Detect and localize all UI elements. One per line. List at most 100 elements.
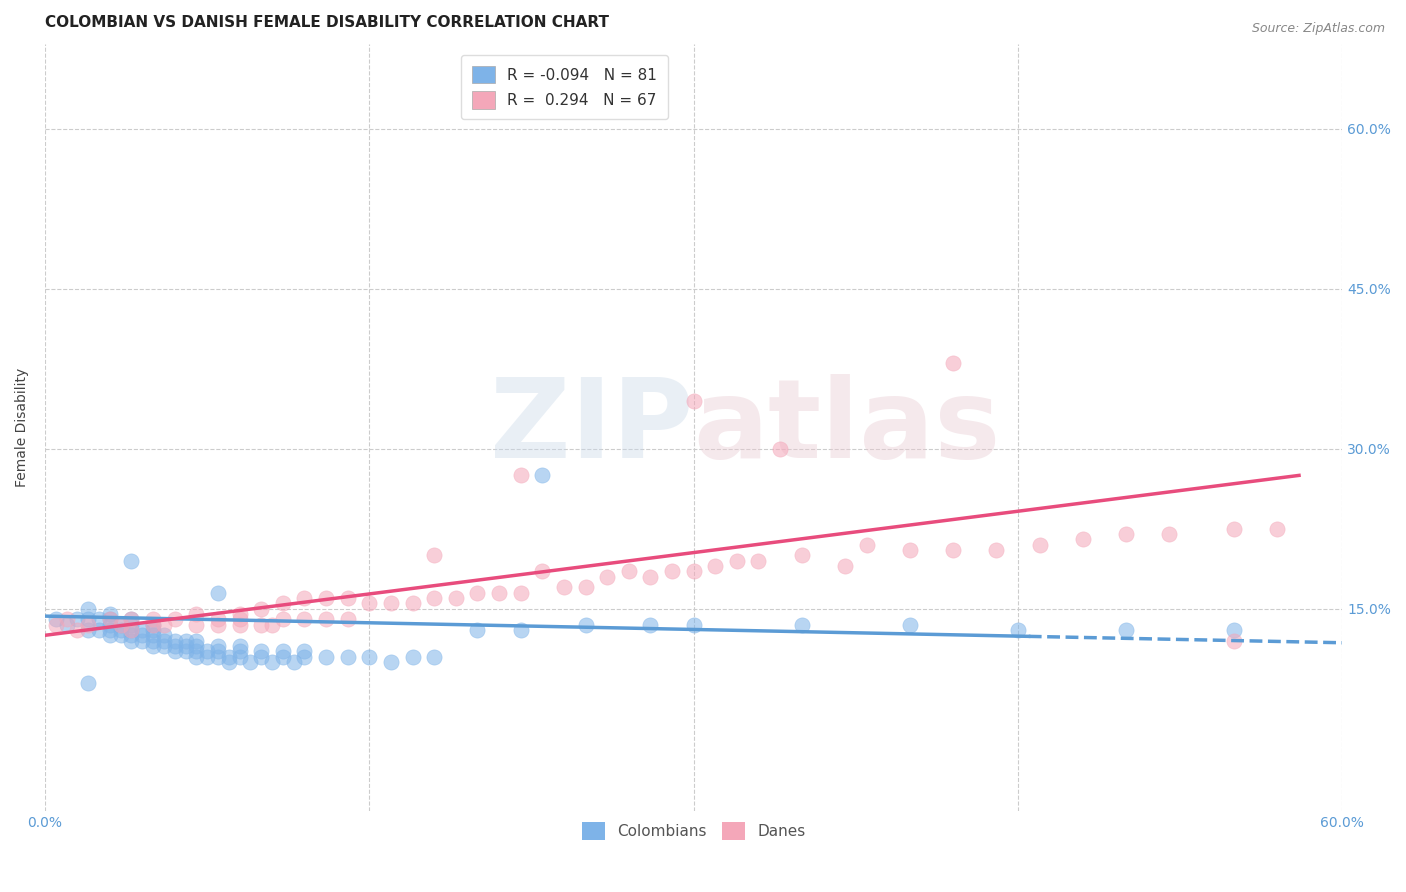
Text: COLOMBIAN VS DANISH FEMALE DISABILITY CORRELATION CHART: COLOMBIAN VS DANISH FEMALE DISABILITY CO… <box>45 15 609 30</box>
Danes <box>531 565 554 579</box>
Colombians <box>131 633 153 648</box>
Danes <box>942 356 965 370</box>
Colombians <box>77 601 100 615</box>
Colombians <box>1115 623 1137 637</box>
Colombians <box>110 628 132 642</box>
Danes <box>596 569 619 583</box>
Danes <box>163 612 186 626</box>
Colombians <box>423 649 446 664</box>
Danes <box>110 617 132 632</box>
Danes <box>186 607 208 621</box>
Danes <box>1223 522 1246 536</box>
Colombians <box>574 617 596 632</box>
Colombians <box>509 623 531 637</box>
Colombians <box>98 612 121 626</box>
Colombians <box>294 644 316 658</box>
Colombians <box>380 655 402 669</box>
Danes <box>359 596 381 610</box>
Danes <box>855 538 877 552</box>
Danes <box>271 612 294 626</box>
Colombians <box>207 649 229 664</box>
Colombians <box>98 623 121 637</box>
Danes <box>1159 527 1181 541</box>
Danes <box>747 554 769 568</box>
Colombians <box>174 639 197 653</box>
Danes <box>661 565 683 579</box>
Colombians <box>98 607 121 621</box>
Colombians <box>120 623 142 637</box>
Colombians <box>467 623 489 637</box>
Colombians <box>315 649 337 664</box>
Danes <box>1267 522 1289 536</box>
Colombians <box>250 649 273 664</box>
Colombians <box>163 639 186 653</box>
Colombians <box>131 623 153 637</box>
Colombians <box>218 649 240 664</box>
Danes <box>77 617 100 632</box>
Colombians <box>195 644 218 658</box>
Danes <box>336 612 359 626</box>
Text: atlas: atlas <box>693 374 1001 481</box>
Danes <box>142 617 165 632</box>
Danes <box>271 596 294 610</box>
Colombians <box>218 655 240 669</box>
Colombians <box>163 644 186 658</box>
Colombians <box>186 633 208 648</box>
Danes <box>574 580 596 594</box>
Colombians <box>120 612 142 626</box>
Colombians <box>195 649 218 664</box>
Danes <box>423 591 446 605</box>
Colombians <box>110 617 132 632</box>
Danes <box>986 543 1008 558</box>
Danes <box>336 591 359 605</box>
Danes <box>120 623 142 637</box>
Colombians <box>120 617 142 632</box>
Danes <box>488 585 510 599</box>
Colombians <box>153 633 176 648</box>
Colombians <box>250 644 273 658</box>
Colombians <box>142 639 165 653</box>
Danes <box>228 617 250 632</box>
Colombians <box>98 617 121 632</box>
Danes <box>120 612 142 626</box>
Colombians <box>87 612 110 626</box>
Danes <box>401 596 423 610</box>
Danes <box>467 585 489 599</box>
Danes <box>260 617 283 632</box>
Colombians <box>271 644 294 658</box>
Colombians <box>142 623 165 637</box>
Danes <box>682 565 704 579</box>
Danes <box>207 617 229 632</box>
Colombians <box>271 649 294 664</box>
Text: ZIP: ZIP <box>491 374 693 481</box>
Danes <box>98 612 121 626</box>
Y-axis label: Female Disability: Female Disability <box>15 368 30 487</box>
Colombians <box>898 617 921 632</box>
Danes <box>682 393 704 408</box>
Danes <box>640 569 662 583</box>
Colombians <box>77 623 100 637</box>
Colombians <box>294 649 316 664</box>
Colombians <box>186 649 208 664</box>
Danes <box>207 612 229 626</box>
Colombians <box>77 612 100 626</box>
Danes <box>617 565 640 579</box>
Danes <box>725 554 748 568</box>
Danes <box>142 612 165 626</box>
Colombians <box>207 644 229 658</box>
Danes <box>1071 533 1094 547</box>
Colombians <box>640 617 662 632</box>
Danes <box>250 617 273 632</box>
Colombians <box>142 617 165 632</box>
Danes <box>790 549 813 563</box>
Danes <box>1028 538 1050 552</box>
Colombians <box>77 676 100 690</box>
Colombians <box>790 617 813 632</box>
Colombians <box>87 623 110 637</box>
Colombians <box>120 628 142 642</box>
Colombians <box>682 617 704 632</box>
Danes <box>186 617 208 632</box>
Danes <box>509 585 531 599</box>
Danes <box>380 596 402 610</box>
Danes <box>294 612 316 626</box>
